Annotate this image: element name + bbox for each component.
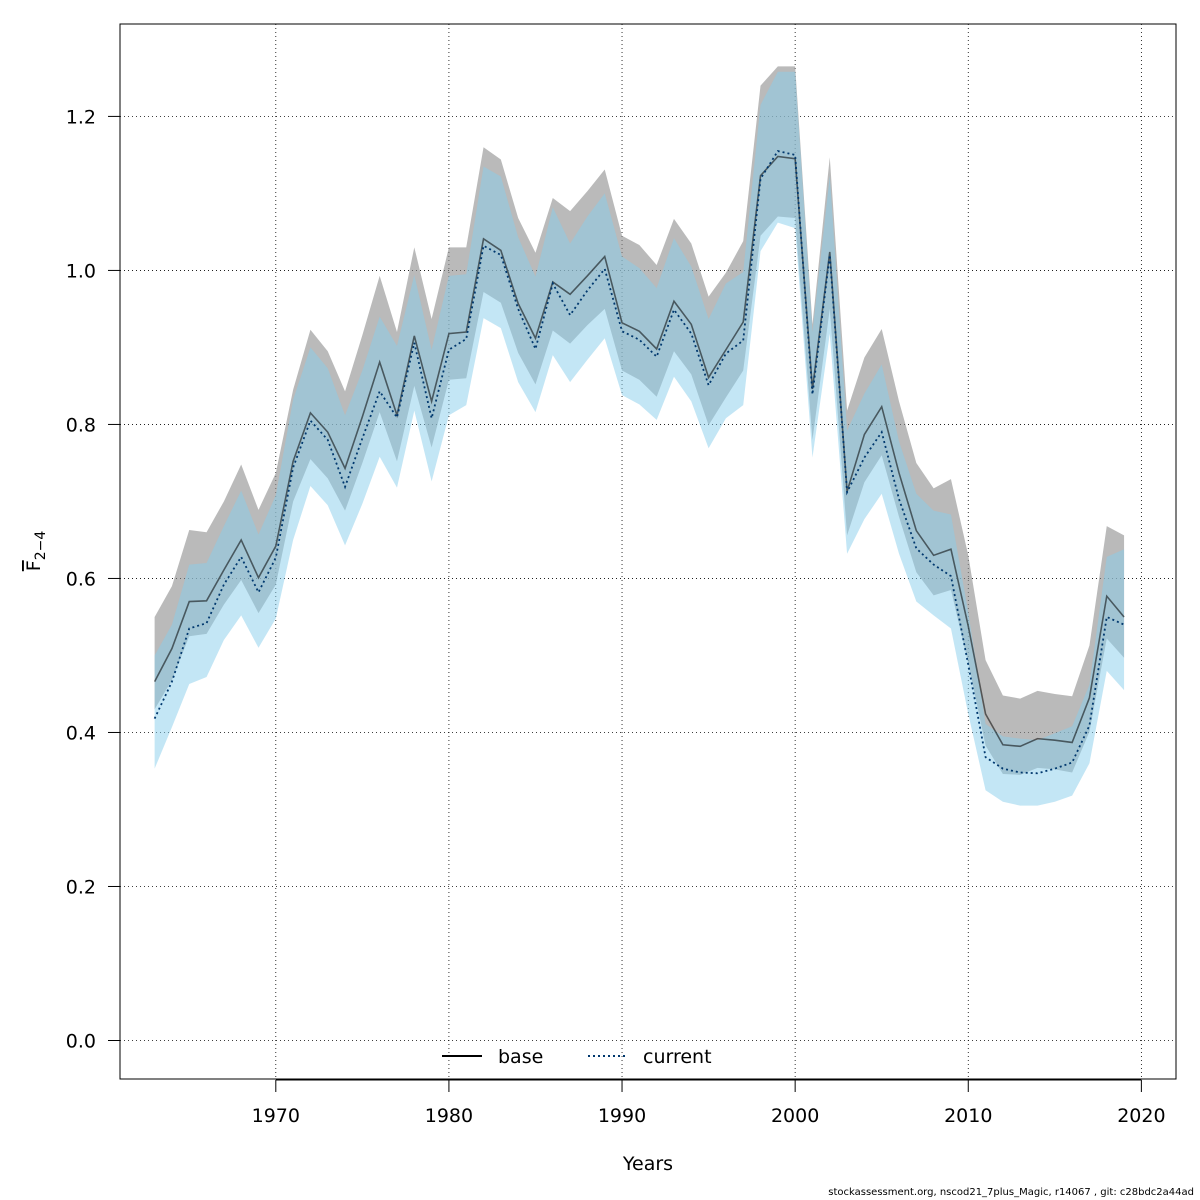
line-base <box>153 155 1125 748</box>
y-axis-title-sub: 2−4 <box>33 531 49 561</box>
footer-credit: stockassessment.org, nscod21_7plus_Magic… <box>828 1187 1194 1198</box>
y-tick-label-2: 0.4 <box>66 722 96 744</box>
x-tick-label-1980: 1980 <box>425 1105 473 1127</box>
x-tick-label-2000: 2000 <box>771 1105 819 1127</box>
legend-label-base: base <box>498 1046 543 1068</box>
y-axis-title-main: F <box>23 560 45 571</box>
svg-text:F2−4: F2−4 <box>23 531 49 572</box>
y-tick-label-4: 0.8 <box>66 414 96 436</box>
x-axis: 1970 1980 1990 2000 2010 2020 <box>252 1079 1166 1127</box>
y-tick-label-0: 0.0 <box>66 1030 96 1052</box>
y-tick-label-6: 1.2 <box>66 106 96 128</box>
x-tick-label-1970: 1970 <box>252 1105 300 1127</box>
x-tick-label-1990: 1990 <box>598 1105 646 1127</box>
x-tick-label-2010: 2010 <box>944 1105 992 1127</box>
y-axis: 0.0 0.2 0.4 0.6 0.8 1.0 1.2 <box>66 106 121 1052</box>
y-tick-label-5: 1.0 <box>66 260 96 282</box>
x-axis-title: Years <box>622 1153 673 1175</box>
y-tick-label-1: 0.2 <box>66 876 96 898</box>
legend-label-current: current <box>643 1046 712 1068</box>
y-axis-title: F2−4 <box>23 531 49 572</box>
band-current <box>154 71 1125 806</box>
x-tick-label-2020: 2020 <box>1117 1105 1165 1127</box>
line-current <box>153 150 1125 775</box>
confidence-bands <box>154 66 1125 806</box>
y-tick-label-3: 0.6 <box>66 568 96 590</box>
legend: base current <box>442 1046 712 1068</box>
series-lines <box>153 150 1125 775</box>
